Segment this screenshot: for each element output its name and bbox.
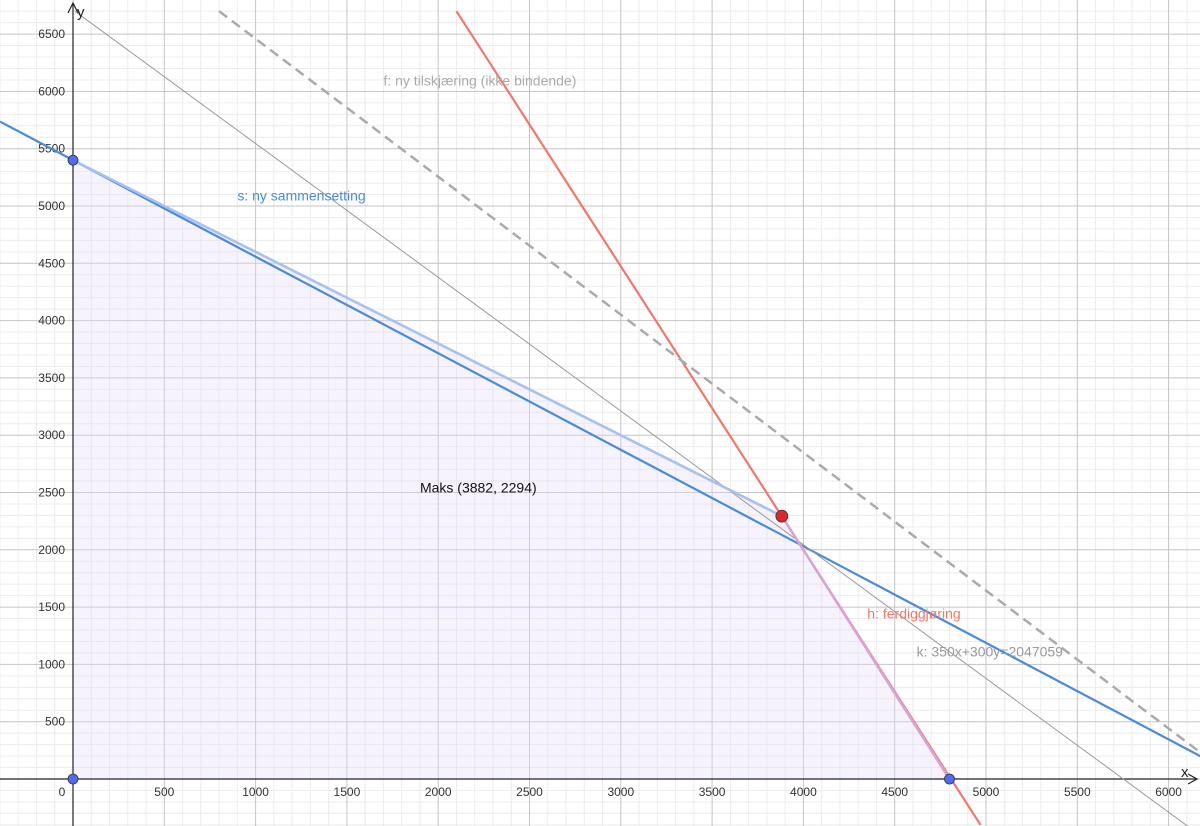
x-axis-arrow-icon (1187, 773, 1199, 785)
y-tick-label: 2500 (38, 486, 65, 500)
x-tick-label: 5000 (973, 785, 1000, 799)
series-label: h: ferdiggjøring (867, 606, 960, 622)
tick-labels: 500 1000 1500 2000 2500 3000 3500 4000 4500 5000 5… (38, 27, 1182, 799)
point-marker (67, 773, 79, 785)
y-tick-label: 6000 (38, 84, 65, 98)
y-tick-label: 1500 (38, 600, 65, 614)
y-tick-label: 6500 (38, 27, 65, 41)
feasible-boundary-segment (72, 158, 783, 518)
x-tick-label: 3500 (699, 785, 726, 799)
y-tick-label: 5000 (38, 199, 65, 213)
x-tick-label: 2000 (425, 785, 452, 799)
series-line (74, 10, 1189, 826)
point-marker (944, 773, 955, 785)
y-tick-label: 3500 (38, 371, 65, 385)
x-tick-label: 1000 (242, 785, 269, 799)
x-tick-label: 2500 (516, 785, 543, 799)
x-axis-label: x (1181, 764, 1189, 781)
x-tick-label: 4000 (790, 785, 817, 799)
y-tick-label: 4000 (38, 314, 65, 328)
x-tick-label: 5500 (1064, 785, 1091, 799)
y-tick-label: 4500 (38, 256, 65, 270)
point-marker (67, 154, 79, 166)
y-tick-label: 3000 (38, 428, 65, 442)
feasible-boundary-lines (72, 158, 951, 780)
series-label: f: ny tilskjæring (ikke bindende) (383, 73, 576, 89)
y-axis-arrow-icon (67, 1, 79, 14)
x-tick-label: 4500 (881, 785, 908, 799)
series-line (0, 120, 1200, 758)
x-tick-label: 6000 (1155, 785, 1182, 799)
line-labels: s: ny sammensetting h: ferdiggjøring f: ny… (237, 73, 1063, 660)
point-marker (775, 509, 789, 523)
x-tick-label: 3000 (607, 785, 634, 799)
annotation-label: Maks (3882, 2294) (420, 480, 537, 496)
y-tick-label: 2000 (38, 543, 65, 557)
y-tick-label: 500 (45, 715, 65, 729)
points-layer (67, 154, 955, 785)
series-line (218, 10, 1200, 754)
y-axis-label: y (77, 4, 85, 21)
series-label: k: 350x+300y=2047059 (917, 643, 1064, 659)
x-tick-label: 1500 (334, 785, 361, 799)
origin-label: 0 (59, 785, 66, 799)
y-tick-label: 1000 (38, 657, 65, 671)
series-label: s: ny sammensetting (237, 187, 365, 203)
feasible-boundary-segment (780, 515, 951, 780)
x-tick-label: 500 (154, 785, 174, 799)
